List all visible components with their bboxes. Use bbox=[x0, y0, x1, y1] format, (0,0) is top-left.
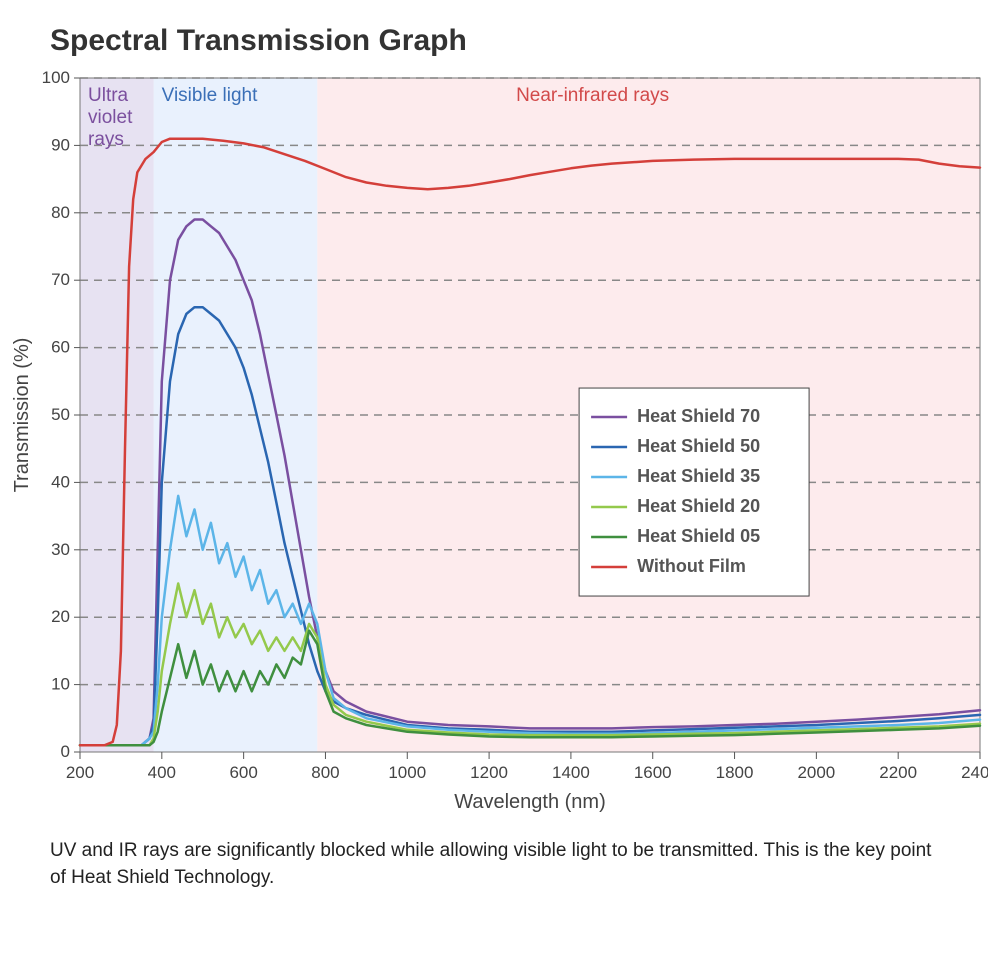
ytick-label-0: 0 bbox=[61, 742, 70, 761]
region-label-nir: Near-infrared rays bbox=[516, 85, 669, 106]
xtick-label-400: 400 bbox=[148, 763, 176, 782]
x-axis-title: Wavelength (nm) bbox=[454, 791, 606, 813]
ytick-label-20: 20 bbox=[51, 607, 70, 626]
legend-label-3: Heat Shield 20 bbox=[637, 496, 760, 516]
xtick-label-1600: 1600 bbox=[634, 763, 672, 782]
chart-title: Spectral Transmission Graph bbox=[50, 24, 467, 58]
region-label-uv-line1: violet bbox=[88, 107, 133, 128]
xtick-label-2400: 2400 bbox=[961, 763, 988, 782]
chart-container: 2004006008001000120014001600180020002200… bbox=[10, 70, 988, 830]
xtick-label-2000: 2000 bbox=[797, 763, 835, 782]
xtick-label-1000: 1000 bbox=[388, 763, 426, 782]
ytick-label-50: 50 bbox=[51, 405, 70, 424]
region-label-vis: Visible light bbox=[162, 85, 258, 106]
xtick-label-1200: 1200 bbox=[470, 763, 508, 782]
ytick-label-100: 100 bbox=[42, 70, 70, 87]
region-label-nir-line0: Near-infrared rays bbox=[516, 85, 669, 106]
region-label-vis-line0: Visible light bbox=[162, 85, 258, 106]
ytick-label-90: 90 bbox=[51, 135, 70, 154]
legend: Heat Shield 70 Heat Shield 50 Heat Shield … bbox=[579, 388, 809, 596]
xtick-label-1400: 1400 bbox=[552, 763, 590, 782]
y-axis-title: Transmission (%) bbox=[11, 338, 33, 493]
xtick-label-2200: 2200 bbox=[879, 763, 917, 782]
legend-label-2: Heat Shield 35 bbox=[637, 466, 760, 486]
spectral-transmission-chart: 2004006008001000120014001600180020002200… bbox=[10, 70, 988, 830]
xtick-label-200: 200 bbox=[66, 763, 94, 782]
ytick-label-30: 30 bbox=[51, 540, 70, 559]
ytick-label-60: 60 bbox=[51, 338, 70, 357]
ytick-label-70: 70 bbox=[51, 270, 70, 289]
page: Spectral Transmission Graph 200400600800… bbox=[0, 0, 998, 963]
xtick-label-600: 600 bbox=[229, 763, 257, 782]
region-label-uv-line2: rays bbox=[88, 129, 124, 150]
legend-label-0: Heat Shield 70 bbox=[637, 406, 760, 426]
region-label-uv-line0: Ultra bbox=[88, 85, 129, 106]
legend-label-1: Heat Shield 50 bbox=[637, 436, 760, 456]
legend-label-5: Without Film bbox=[637, 556, 746, 576]
ytick-label-10: 10 bbox=[51, 675, 70, 694]
ytick-label-40: 40 bbox=[51, 472, 70, 491]
legend-label-4: Heat Shield 05 bbox=[637, 526, 760, 546]
xtick-label-1800: 1800 bbox=[716, 763, 754, 782]
chart-caption: UV and IR rays are significantly blocked… bbox=[50, 838, 948, 891]
ytick-label-80: 80 bbox=[51, 203, 70, 222]
xtick-label-800: 800 bbox=[311, 763, 339, 782]
